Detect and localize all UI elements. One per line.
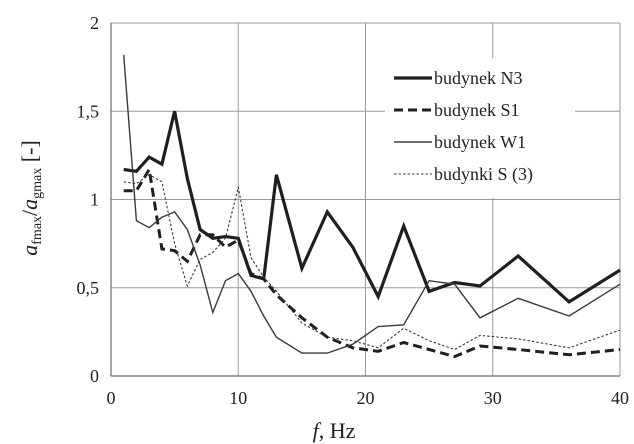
y-label-sub1: fmax	[30, 216, 45, 245]
legend-background	[385, 58, 575, 198]
x-tick-label: 0	[107, 388, 116, 408]
tick-labels: 0 10 20 30 40 0 0,5 1 1,5 2	[77, 13, 630, 408]
series-line-budynek-n3	[123, 110, 621, 304]
y-tick-label: 1	[90, 190, 99, 210]
x-axis-label-unit: , Hz	[319, 418, 356, 443]
legend-label-budynek-w1: budynek W1	[434, 132, 526, 152]
series-line-budynek-w1	[123, 54, 621, 354]
y-label-unit: [-]	[17, 140, 42, 167]
series-line-budynek-s1	[123, 165, 621, 359]
x-tick-label: 20	[357, 388, 375, 408]
y-label-a2: a	[17, 199, 42, 210]
y-tick-label: 0,5	[77, 278, 100, 298]
x-axis-label: f, Hz	[313, 418, 356, 443]
x-tick-label: 30	[484, 388, 502, 408]
legend-items: budynek N3 budynek S1 budynek W1 budynki S …	[394, 68, 533, 185]
y-tick-label: 0	[90, 366, 99, 386]
x-axis-label-symbol: f	[313, 418, 322, 443]
axes	[110, 23, 620, 377]
series-line-budynki-s-3	[123, 174, 621, 351]
y-tick-label: 1,5	[77, 101, 100, 121]
y-tick-label: 2	[90, 13, 99, 33]
y-axis-label: afmax/agmax [-]	[17, 140, 45, 255]
y-label-slash: /	[17, 209, 42, 216]
x-tick-label: 40	[611, 388, 629, 408]
legend: budynek N3 budynek S1 budynek W1 budynki S …	[385, 58, 575, 198]
legend-label-budynki-s-3: budynki S (3)	[434, 164, 533, 185]
y-label-a1: a	[17, 245, 42, 256]
x-tick-label: 10	[229, 388, 247, 408]
legend-label-budynek-n3: budynek N3	[434, 68, 523, 88]
y-label-sub2: gmax	[30, 168, 45, 199]
series-lines	[123, 54, 621, 359]
legend-label-budynek-s1: budynek S1	[434, 100, 520, 120]
